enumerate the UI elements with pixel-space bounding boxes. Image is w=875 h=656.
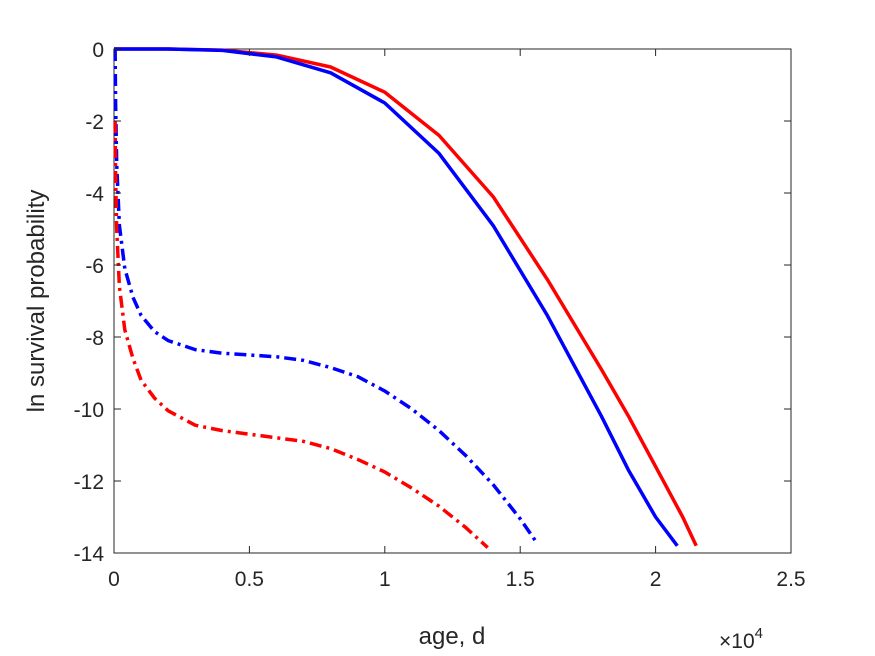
x-tick-label: 1.5 (506, 568, 535, 591)
x-exponent-base: ×10 (719, 630, 755, 653)
x-tick-label: 0.5 (235, 568, 264, 591)
y-tick-label: -14 (74, 543, 105, 566)
y-tick-label: -6 (85, 255, 104, 278)
y-tick-label: -10 (74, 399, 104, 422)
plot-area (113, 48, 792, 554)
y-tick-label: -4 (85, 183, 104, 206)
series-layer (113, 47, 698, 549)
x-exponent-power: 4 (755, 625, 763, 642)
y-axis-title: ln survival probability (23, 190, 50, 413)
y-tick-label: 0 (92, 39, 104, 62)
series-line-4 (113, 120, 489, 549)
series-line-3 (113, 48, 538, 544)
x-exponent-label: ×104 (719, 625, 763, 653)
x-tick-label: 2.5 (776, 568, 805, 591)
y-tick-label: -8 (85, 327, 104, 350)
y-tick-label: -12 (74, 471, 104, 494)
x-tick-label: 0 (108, 568, 120, 591)
y-tick-label: -2 (85, 111, 104, 134)
x-axis-title: age, d (419, 623, 486, 650)
ticks-layer: 0 0.5 1 1.5 2 2.5 0 -2 -4 -6 -8 -10 -12 -14 (74, 39, 806, 591)
series-line-2 (114, 47, 679, 547)
x-tick-label: 2 (650, 568, 662, 591)
x-tick-label: 1 (379, 568, 391, 591)
